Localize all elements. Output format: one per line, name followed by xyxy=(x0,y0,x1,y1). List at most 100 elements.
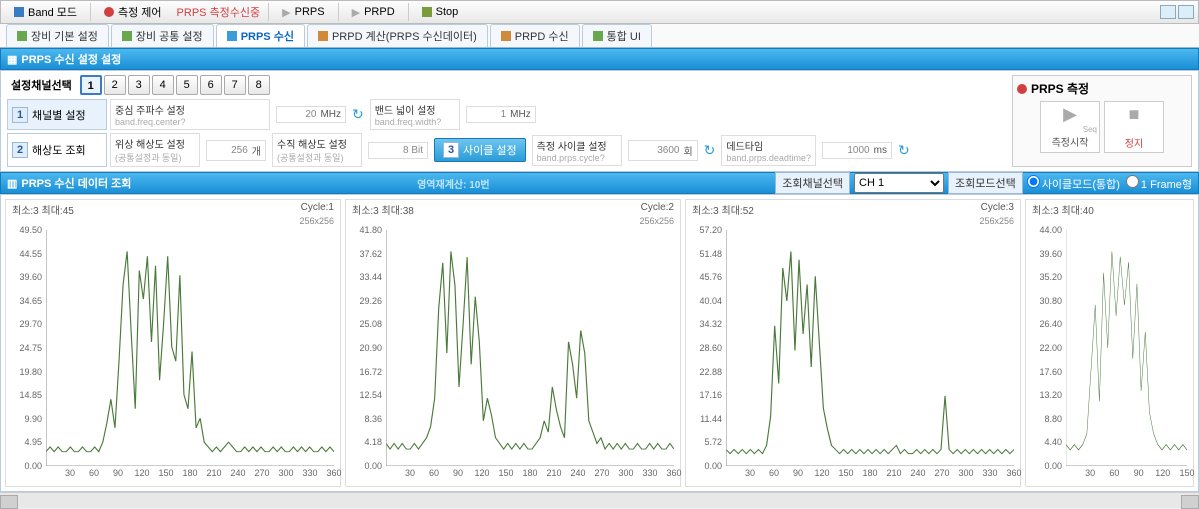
channel-btn-4[interactable]: 4 xyxy=(152,75,174,95)
tab-icon xyxy=(593,31,603,41)
field-unit: 회 xyxy=(683,143,692,158)
chart-icon: ▥ xyxy=(7,177,17,190)
stop-icon xyxy=(422,7,432,17)
tab-label: PRPD 수신 xyxy=(515,28,569,44)
refresh-icon[interactable]: ↻ xyxy=(704,142,716,159)
channel-btn-5[interactable]: 5 xyxy=(176,75,198,95)
tab-PRPD 수신[interactable]: PRPD 수신 xyxy=(490,24,580,47)
horizontal-scrollbar[interactable] xyxy=(0,492,1199,508)
channel-btn-2[interactable]: 2 xyxy=(104,75,126,95)
field-hint: (공통설정과 동일) xyxy=(115,151,195,164)
view-mode-label: 조회모드선택 xyxy=(948,172,1023,194)
chart-plot xyxy=(1066,230,1187,466)
tab-label: 통합 UI xyxy=(607,28,641,44)
section2-hint: 영역재계산: 10번 xyxy=(417,176,489,191)
tab-icon xyxy=(501,31,511,41)
cfg-tab-resolution[interactable]: 2 해상도 조회 xyxy=(7,133,107,167)
value-vert-res: 8 Bit xyxy=(368,142,428,159)
meas-stop-button[interactable]: ■ 정지 xyxy=(1104,101,1164,153)
chart-cycle-label: Cycle:2 xyxy=(641,202,674,217)
field-value: 3600 xyxy=(633,145,680,156)
value-phase-res: 256 개 xyxy=(206,140,266,161)
radio-frame-label: 1 Frame형 xyxy=(1141,179,1192,191)
field-hint: band.prps.deadtime? xyxy=(726,153,811,163)
tab-통합 UI[interactable]: 통합 UI xyxy=(582,24,652,47)
channel-btn-8[interactable]: 8 xyxy=(248,75,270,95)
radio-frame-mode[interactable]: 1 Frame형 xyxy=(1126,175,1192,192)
cycle-btn-label: 사이클 설정 xyxy=(463,142,517,158)
tab-PRPS 수신[interactable]: PRPS 수신 xyxy=(216,24,305,47)
field-unit: ms xyxy=(874,145,887,156)
cycle-config-button[interactable]: 3 사이클 설정 xyxy=(434,138,526,162)
chart-minmax: 최소:3 최대:40 xyxy=(1032,202,1094,217)
cfg-tab-num: 1 xyxy=(12,107,28,123)
channel-btn-1[interactable]: 1 xyxy=(80,75,102,95)
record-icon xyxy=(104,7,114,17)
prps-button[interactable]: ▶ PRPS xyxy=(273,3,333,22)
field-hint: band.freq.width? xyxy=(375,117,455,127)
field-unit: MHz xyxy=(510,109,531,120)
stop-button[interactable]: Stop xyxy=(413,3,468,21)
refresh-icon[interactable]: ↻ xyxy=(898,142,910,159)
section-prps-data-header: ▥ PRPS 수신 데이터 조회 영역재계산: 10번 조회채널선택 CH 1 … xyxy=(0,172,1199,194)
cfg-tab-label: 채널별 설정 xyxy=(32,107,86,123)
chart-plot xyxy=(726,230,1014,466)
field-value: 1000 xyxy=(827,145,870,156)
meas-start-button[interactable]: ▶ Seq 측정시작 xyxy=(1040,101,1100,153)
field-vert-res: 수직 해상도 설정 (공통설정과 동일) xyxy=(272,133,362,167)
play-icon: ▶ xyxy=(1043,104,1097,125)
meas-stop-label: 정지 xyxy=(1107,135,1161,150)
meas-title: PRPS 측정 xyxy=(1031,80,1089,97)
tab-icon xyxy=(318,31,328,41)
tab-장비 공통 설정[interactable]: 장비 공통 설정 xyxy=(111,24,214,47)
value-meas-cycle[interactable]: 3600 회 xyxy=(628,140,698,161)
refresh-icon[interactable]: ↻ xyxy=(352,106,364,123)
prps-status-text: PRPS 측정수신중 xyxy=(173,4,265,20)
prps-config-panel: 설정채널선택 12345678 1 채널별 설정 중심 주파수 설정 band.… xyxy=(0,70,1199,172)
field-value: 256 xyxy=(211,145,248,156)
view-channel-select[interactable]: CH 1 xyxy=(854,173,944,193)
cfg-tab-channel[interactable]: 1 채널별 설정 xyxy=(7,99,107,130)
value-band-width[interactable]: 1 MHz xyxy=(466,106,536,123)
chart-minmax: 최소:3 최대:38 xyxy=(352,202,414,217)
radio-cycle-mode[interactable]: 사이클모드(통합) xyxy=(1027,175,1120,192)
chart-minmax: 최소:3 최대:52 xyxy=(692,202,754,217)
chart-cycle-3: 최소:3 최대:52Cycle:3256x25657.2051.4845.764… xyxy=(685,199,1021,487)
tab-장비 기본 설정[interactable]: 장비 기본 설정 xyxy=(6,24,109,47)
field-label: 측정 사이클 설정 xyxy=(537,138,617,153)
tab-PRPD 계산(PRPS 수신데이터)[interactable]: PRPD 계산(PRPS 수신데이터) xyxy=(307,24,488,47)
value-deadtime[interactable]: 1000 ms xyxy=(822,142,892,159)
window-minimize-icon[interactable] xyxy=(1160,5,1176,19)
value-center-freq[interactable]: 20 MHz xyxy=(276,106,346,123)
radio-cycle-label: 사이클모드(통합) xyxy=(1042,179,1120,191)
field-label: 위상 해상도 설정 xyxy=(115,136,195,151)
meas-ctrl-button[interactable]: 측정 제어 xyxy=(95,1,171,23)
y-axis: 44.0039.6035.2030.8026.4022.0017.6013.20… xyxy=(1026,230,1064,466)
prpd-button[interactable]: ▶ PRPD xyxy=(343,3,404,22)
tab-icon xyxy=(227,31,237,41)
channel-btn-6[interactable]: 6 xyxy=(200,75,222,95)
y-axis: 49.5044.5539.6034.6529.7024.7519.8014.85… xyxy=(6,230,44,466)
field-label: 밴드 넓이 설정 xyxy=(375,102,455,117)
field-meas-cycle: 측정 사이클 설정 band.prps.cycle? xyxy=(532,135,622,166)
prps-label: PRPS xyxy=(295,6,325,18)
band-mode-icon xyxy=(14,7,24,17)
tab-icon xyxy=(17,31,27,41)
x-axis: 306090120150 xyxy=(1066,468,1187,484)
field-label: 중심 주파수 설정 xyxy=(115,102,265,117)
field-phase-res: 위상 해상도 설정 (공통설정과 동일) xyxy=(110,133,200,167)
charts-container: 최소:3 최대:45Cycle:1256x25649.5044.5539.603… xyxy=(0,194,1199,492)
y-axis: 41.8037.6233.4429.2625.0820.9016.7212.54… xyxy=(346,230,384,466)
chart-plot xyxy=(46,230,334,466)
window-maximize-icon[interactable] xyxy=(1178,5,1194,19)
chart-minmax: 최소:3 최대:45 xyxy=(12,202,74,217)
field-value: 1 xyxy=(471,109,506,120)
tab-icon xyxy=(122,31,132,41)
tab-label: PRPS 수신 xyxy=(241,28,294,44)
band-mode-button[interactable]: Band 모드 xyxy=(5,1,86,23)
channel-btn-3[interactable]: 3 xyxy=(128,75,150,95)
field-hint: (공통설정과 동일) xyxy=(277,151,357,164)
meas-start-hint: Seq xyxy=(1043,125,1097,134)
record-icon xyxy=(1017,84,1027,94)
channel-btn-7[interactable]: 7 xyxy=(224,75,246,95)
